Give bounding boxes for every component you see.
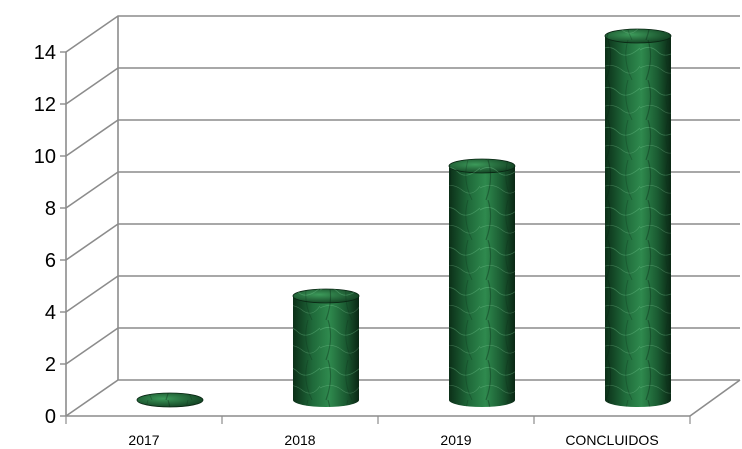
bar-2018 [292, 288, 360, 407]
y-tick-label: 10 [34, 146, 56, 168]
y-tick-label: 6 [45, 250, 56, 272]
x-category-label: 2018 [284, 432, 315, 448]
bar-top-texture [449, 159, 515, 173]
y-tick-label: 14 [34, 42, 56, 64]
x-category-label: 2017 [128, 432, 159, 448]
bar-concluidos [604, 28, 672, 407]
y-tick-label: 4 [45, 302, 56, 324]
bar-layer [136, 28, 672, 408]
bar-2019 [448, 158, 516, 407]
x-category-label: 2019 [440, 432, 471, 448]
y-tick-label: 12 [34, 94, 56, 116]
axis-layer [60, 16, 691, 424]
bar-top-texture [137, 393, 203, 407]
bar-texture [605, 36, 671, 407]
floor-right-edge [689, 379, 741, 417]
y-tick-label: 0 [45, 406, 56, 428]
y-tick-label: 2 [45, 354, 56, 376]
label-layer: 0 2 4 6 8 10 12 14 2017 2018 2019 CONCLUIDOS [34, 42, 659, 448]
y-tick-label: 8 [45, 198, 56, 220]
bar-texture [293, 296, 359, 407]
bar-texture [449, 166, 515, 407]
x-category-label: CONCLUIDOS [565, 432, 658, 448]
bar-top-texture [605, 29, 671, 43]
bar-2017 [136, 392, 204, 408]
bar-top-texture [293, 289, 359, 303]
